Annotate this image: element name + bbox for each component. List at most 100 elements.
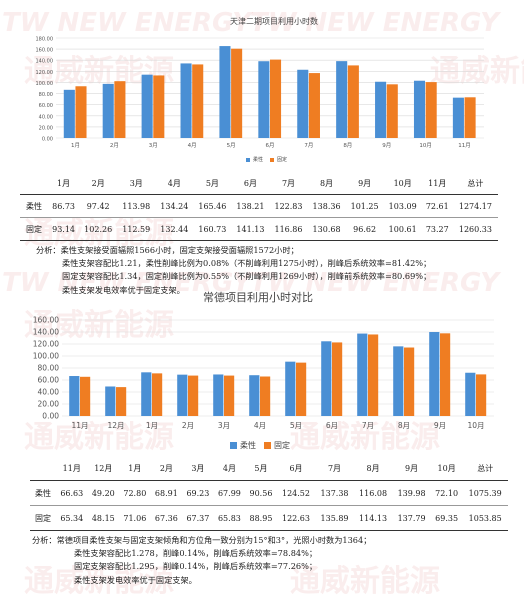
- bar-fixed: [188, 375, 199, 416]
- legend-label: 固定: [274, 440, 290, 450]
- table-row: 柔性 86.73 97.42 113.98 134.24 165.46 138.21 122.…: [20, 194, 498, 218]
- bar-fixed: [192, 64, 204, 138]
- legend-label: 柔性: [253, 156, 263, 163]
- table-cell: 66.63: [60, 488, 84, 498]
- bar-flexible: [413, 80, 426, 138]
- changde-hours-chart: 常德项目利用小时对比 0.00 20.00 40.00 60.00 80.00 100.00…: [33, 290, 494, 450]
- bar-flexible: [321, 341, 332, 416]
- x-tick-label: 1月: [146, 421, 158, 430]
- table-cell: 68.91: [154, 488, 178, 498]
- chart-title: 常德项目利用小时对比: [203, 290, 313, 304]
- legend-label: 柔性: [240, 440, 256, 450]
- table-row-label: 柔性: [35, 488, 51, 498]
- tianjin-analysis: 分析：柔性支架接受面辐照1566小时，固定支架接受面辐照1572小时； 柔性支架容…: [36, 244, 431, 297]
- table-header-cell: 5月: [254, 463, 268, 473]
- table-cell: 114.13: [359, 513, 388, 523]
- table-header-cell: 总计: [477, 463, 494, 473]
- table-header-cell: 3月: [129, 178, 143, 188]
- table-header-cell: 1月: [57, 178, 71, 188]
- table-cell: 132.44: [160, 224, 189, 234]
- table-cell: 65.83: [217, 513, 241, 523]
- table-header-cell: 9月: [358, 178, 372, 188]
- bar-flexible: [375, 81, 387, 138]
- x-tick-label: 2月: [182, 421, 194, 430]
- table-header-cell: 总计: [467, 178, 484, 188]
- table-cell: 67.37: [186, 513, 210, 523]
- table-cell: 88.95: [249, 513, 273, 523]
- x-tick-label: 11月: [458, 142, 471, 149]
- table-cell: 71.06: [123, 513, 147, 523]
- y-tick-label: 100.00: [33, 352, 59, 361]
- table-cell: 69.35: [435, 513, 459, 523]
- legend-swatch: [264, 442, 271, 449]
- bar-fixed: [114, 81, 126, 138]
- table-cell: 72.10: [435, 488, 459, 498]
- table-cell: 134.24: [160, 201, 189, 211]
- table-cell: 116.86: [274, 224, 303, 234]
- table-header-cell: 10月: [393, 178, 412, 188]
- x-tick-label: 11月: [71, 421, 88, 430]
- bar-flexible: [285, 361, 296, 416]
- analysis-line: 柔性支架容配比1.278，削峰0.14%，削峰后系统效率=78.84%；: [74, 548, 318, 559]
- table-cell: 72.61: [425, 201, 449, 211]
- x-tick-label: 8月: [398, 421, 410, 430]
- table-corner: [30, 456, 56, 481]
- bar-flexible: [213, 374, 224, 416]
- bar-fixed: [440, 333, 451, 416]
- table-header-cell: 8月: [366, 463, 380, 473]
- bar-flexible: [452, 97, 464, 138]
- table-cell: 138.36: [312, 201, 341, 211]
- x-tick-label: 10月: [419, 142, 432, 149]
- analysis-line: 固定支架容配比1.295，削峰0.14%，削峰后系统效率=77.26%；: [74, 561, 318, 572]
- table-cell: 165.46: [198, 201, 227, 211]
- analysis-line: 分析：柔性支架接受面辐照1566小时，固定支架接受面辐照1572小时；: [36, 245, 299, 255]
- bar-flexible: [297, 69, 309, 138]
- bar-flexible: [177, 374, 188, 416]
- table-header-cell: 12月: [94, 463, 113, 473]
- bar-fixed: [476, 374, 487, 416]
- x-tick-label: 10月: [467, 421, 484, 430]
- table-cell: 137.79: [397, 513, 426, 523]
- table-cell: 122.83: [274, 201, 303, 211]
- bar-fixed: [404, 347, 415, 416]
- table-cell: 67.99: [217, 488, 241, 498]
- table-header-cell: 6月: [289, 463, 303, 473]
- table-row: 柔性 66.63 49.20 72.80 68.91 69.23 67.99 90.56 124…: [30, 480, 508, 506]
- bar-fixed: [425, 82, 437, 138]
- table-header-cell: 1月: [128, 463, 142, 473]
- table-header-cell: 11月: [62, 463, 81, 473]
- analysis-line: 柔性支架容配比1.21，柔性削峰比例为0.08%（不削峰利用1275小时），削峰…: [62, 258, 432, 269]
- bar-flexible: [63, 89, 75, 138]
- table-cell: 137.38: [320, 488, 349, 498]
- bar-flexible: [393, 346, 404, 416]
- table-cell: 96.62: [353, 224, 377, 234]
- bar-flexible: [357, 333, 368, 416]
- table-header-cell: 10月: [437, 463, 456, 473]
- analysis-line: 柔性支架发电效率优于固定支架。: [62, 284, 185, 295]
- x-tick-label: 7月: [304, 142, 313, 149]
- table-cell: 160.73: [198, 224, 227, 234]
- x-tick-label: 9月: [434, 421, 446, 430]
- analysis-line: 柔性支架发电效率优于固定支架。: [74, 574, 197, 585]
- table-cell: 139.98: [397, 488, 426, 498]
- table-header-cell: 7月: [281, 178, 296, 188]
- y-tick-label: 60.00: [38, 376, 60, 385]
- table-header-row: 11月 12月 1月 2月 3月 4月 5月 6月 7月 8月 9月 10月 总计: [30, 456, 508, 481]
- table-header-cell: 2月: [91, 178, 105, 188]
- table-row-label: 固定: [26, 224, 42, 234]
- y-tick-label: 120.00: [36, 70, 54, 76]
- table-cell: 1075.39: [468, 488, 502, 498]
- table-cell: 69.23: [186, 488, 210, 498]
- table-cell: 65.34: [60, 513, 84, 523]
- table-row: 固定 93.14 102.26 112.59 132.44 160.73 141.13 116…: [20, 217, 498, 241]
- bar-flexible: [249, 375, 260, 416]
- bar-flexible: [465, 372, 476, 416]
- table-cell: 135.89: [320, 513, 349, 523]
- tianjin-hours-table: 1月 2月 3月 4月 5月 6月 7月 8月 9月 10月 11月 总计 柔性 86.73 97.42 11…: [20, 172, 498, 241]
- table-header-cell: 9月: [405, 463, 419, 473]
- table-cell: 48.15: [91, 513, 115, 523]
- table-cell: 1274.17: [458, 201, 492, 211]
- bar-fixed: [347, 65, 359, 138]
- x-tick-label: 12月: [107, 421, 124, 430]
- y-tick-label: 80.00: [38, 364, 60, 373]
